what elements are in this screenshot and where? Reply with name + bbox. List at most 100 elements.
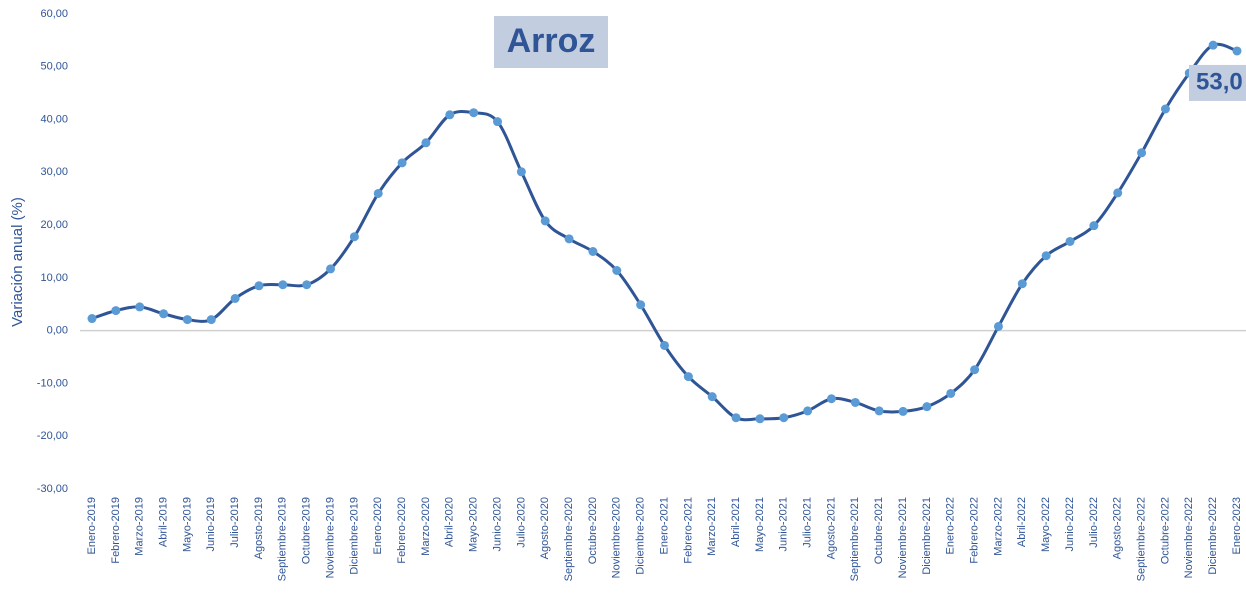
data-point [421, 138, 431, 148]
data-point [326, 264, 336, 274]
data-point [469, 108, 479, 118]
x-tick-label: Julio-2022 [1088, 497, 1100, 548]
x-tick-label: Abril-2020 [444, 497, 456, 547]
data-point [373, 188, 383, 198]
data-point [970, 365, 980, 375]
x-tick-label: Junio-2019 [205, 497, 217, 551]
data-point [230, 293, 240, 303]
x-tick-label: Octubre-2022 [1159, 497, 1171, 564]
x-tick-label: Agosto-2021 [825, 497, 837, 559]
x-tick-label: Marzo-2020 [420, 497, 432, 556]
y-tick-label: 20,00 [40, 219, 68, 231]
y-tick-label: 60,00 [40, 8, 68, 20]
data-point [779, 413, 789, 423]
data-point [826, 394, 836, 404]
data-label-box [1189, 64, 1246, 101]
data-point [850, 397, 860, 407]
x-tick-label: Diciembre-2020 [635, 497, 647, 575]
data-point [683, 372, 693, 382]
x-tick-label: Julio-2021 [802, 497, 814, 548]
y-tick-label: 40,00 [40, 113, 68, 125]
x-tick-label: Febrero-2020 [396, 497, 408, 564]
x-tick-label: Diciembre-2021 [921, 497, 933, 575]
data-point [397, 158, 407, 168]
x-tick-label: Diciembre-2022 [1207, 497, 1219, 575]
y-tick-label: -10,00 [37, 377, 68, 389]
y-tick-label: 0,00 [47, 325, 68, 337]
data-point [349, 232, 359, 242]
data-point [922, 402, 932, 412]
x-tick-label: Enero-2022 [945, 497, 957, 555]
y-tick-label: 30,00 [40, 166, 68, 178]
data-point [516, 167, 526, 177]
data-point [206, 315, 216, 325]
x-tick-label: Agosto-2019 [253, 497, 265, 559]
y-axis-label: Variación anual (%) [9, 197, 26, 327]
data-point [564, 234, 574, 244]
x-tick-label: Septiembre-2022 [1135, 497, 1147, 581]
x-tick-label: Octubre-2019 [301, 497, 313, 564]
data-point [803, 406, 813, 416]
data-point [660, 340, 669, 350]
data-point [278, 280, 288, 290]
x-tick-label: Octubre-2020 [587, 497, 599, 564]
data-point [87, 314, 97, 324]
data-point [1137, 148, 1147, 158]
data-point [731, 413, 741, 423]
x-tick-label: Agosto-2022 [1112, 497, 1124, 559]
series-line [91, 42, 1238, 422]
data-point [993, 321, 1003, 331]
data-point [445, 110, 455, 120]
data-point [302, 280, 312, 290]
data-point [1017, 279, 1027, 289]
x-tick-label: Noviembre-2019 [324, 497, 336, 578]
x-tick-label: Julio-2020 [515, 497, 527, 548]
data-point [946, 388, 956, 398]
x-tick-label: Junio-2022 [1064, 497, 1076, 551]
data-point [182, 315, 192, 325]
data-point [1232, 46, 1242, 56]
data-point [1089, 221, 1099, 231]
y-tick-label: 50,00 [40, 61, 68, 73]
x-tick-label: Junio-2020 [491, 497, 503, 551]
data-point [1041, 251, 1051, 261]
data-point [493, 117, 503, 127]
data-point [159, 309, 169, 319]
data-point [1160, 104, 1170, 114]
x-tick-label: Noviembre-2021 [897, 497, 909, 578]
x-tick-label: Mayo-2019 [181, 497, 193, 552]
x-tick-label: Septiembre-2021 [849, 497, 861, 581]
x-tick-label: Enero-2021 [658, 497, 670, 555]
x-tick-label: Septiembre-2019 [277, 497, 289, 581]
x-tick-label: Mayo-2022 [1040, 497, 1052, 552]
data-point [1065, 236, 1075, 246]
x-tick-label: Febrero-2019 [110, 497, 122, 564]
x-tick-label: Julio-2019 [229, 497, 241, 548]
data-point [540, 216, 550, 226]
data-point [111, 306, 121, 316]
data-point [874, 406, 884, 416]
data-point [612, 266, 622, 275]
x-tick-label: Marzo-2021 [706, 497, 718, 556]
x-tick-label: Enero-2019 [86, 497, 98, 555]
chart-title: Arroz [507, 22, 596, 60]
y-tick-label: -30,00 [37, 483, 68, 495]
x-tick-label: Abril-2019 [157, 497, 169, 547]
x-tick-label: Abril-2022 [1016, 497, 1028, 547]
x-tick-label: Mayo-2020 [468, 497, 480, 552]
data-point [588, 247, 598, 256]
x-tick-label: Marzo-2022 [992, 497, 1004, 556]
data-point [1208, 40, 1218, 50]
y-tick-label: -20,00 [37, 430, 68, 442]
data-point [135, 302, 145, 312]
x-tick-label: Abril-2021 [730, 497, 742, 547]
x-tick-label: Junio-2021 [778, 497, 790, 551]
data-point [1113, 188, 1123, 198]
x-tick-label: Noviembre-2022 [1183, 497, 1195, 578]
x-tick-label: Febrero-2021 [682, 497, 694, 564]
x-tick-label: Marzo-2019 [134, 497, 146, 556]
data-point [707, 392, 717, 402]
data-point [254, 281, 264, 291]
data-point [898, 406, 908, 416]
